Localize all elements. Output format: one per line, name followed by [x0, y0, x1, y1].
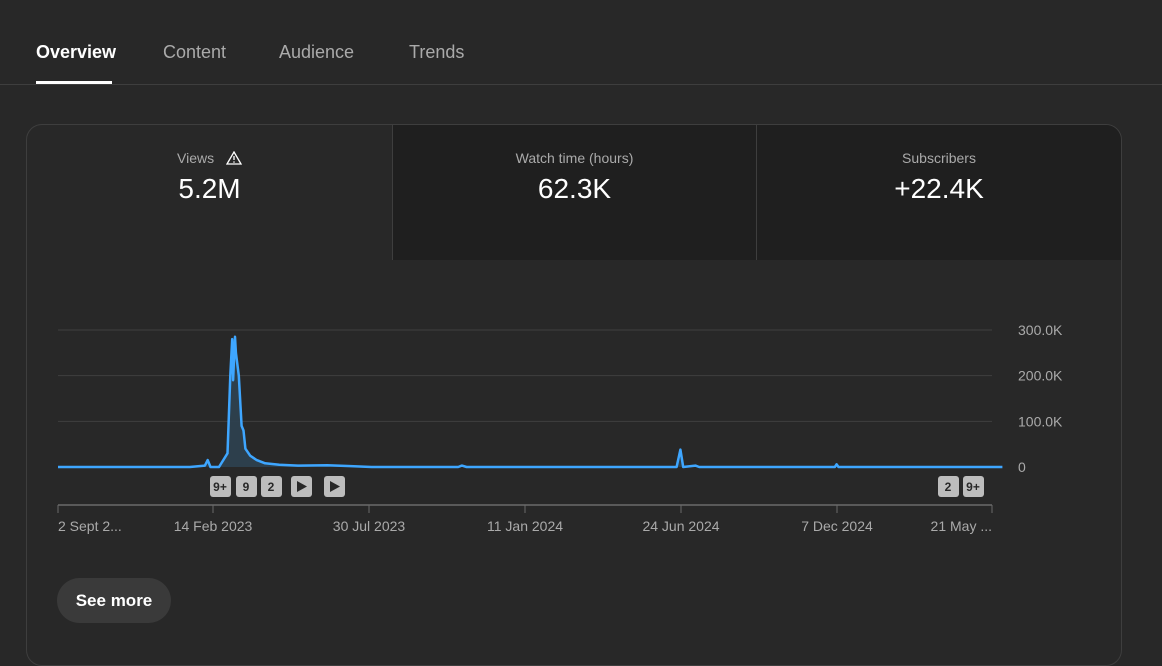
x-tick-label: 24 Jun 2024: [642, 518, 719, 534]
metric-watch-time-label: Watch time (hours): [515, 150, 634, 166]
event-marker-label: 9+: [966, 480, 980, 494]
tab-trends[interactable]: Trends: [409, 42, 465, 62]
event-marker-badge: [938, 476, 959, 497]
series-area: [58, 336, 1003, 467]
overview-card: Views 5.2M Watch time (hours) 62.3K Subs…: [26, 124, 1122, 666]
x-tick-label: 2 Sept 2...: [58, 518, 122, 534]
tab-content[interactable]: Content: [163, 42, 227, 62]
tab-bar: Overview Content Audience Trends: [0, 0, 1162, 85]
views-chart[interactable]: 300.0K 200.0K 100.0K 0 9+ 9 2 2 9+ 2 Sept 2... 14 …: [27, 125, 1121, 565]
play-icon: [330, 481, 340, 492]
event-marker-label: 9+: [213, 480, 227, 494]
x-tick-label: 11 Jan 2024: [487, 518, 563, 534]
warning-icon: [225, 151, 242, 165]
metric-subscribers-label: Subscribers: [902, 150, 976, 166]
event-marker-label: 9: [243, 480, 250, 494]
y-tick-label: 100.0K: [1018, 413, 1063, 429]
see-more-button[interactable]: See more: [57, 578, 171, 623]
x-tick-label: 21 May ...: [931, 518, 992, 534]
metric-watch-time[interactable]: Watch time (hours) 62.3K: [393, 125, 756, 260]
metric-divider: [392, 125, 393, 260]
play-icon: [297, 481, 307, 492]
x-tick-label: 7 Dec 2024: [801, 518, 873, 534]
y-tick-label: 0: [1018, 459, 1026, 475]
metric-views-value: 5.2M: [178, 173, 241, 204]
series-line: [58, 335, 1003, 469]
y-tick-label: 300.0K: [1018, 322, 1063, 338]
metric-subscribers-value: +22.4K: [894, 173, 984, 204]
metric-views-label-row: Views: [27, 150, 392, 166]
x-tick-label: 14 Feb 2023: [174, 518, 253, 534]
event-marker-badge: [963, 476, 984, 497]
event-marker-label: 2: [945, 480, 952, 494]
active-tab-indicator: [36, 81, 112, 84]
x-tick-label: 30 Jul 2023: [333, 518, 406, 534]
event-marker-badge: [210, 476, 231, 497]
metric-watch-time-value: 62.3K: [537, 173, 612, 204]
event-marker-badge: [261, 476, 282, 497]
metric-subscribers[interactable]: Subscribers +22.4K: [757, 125, 1121, 260]
metric-divider: [756, 125, 757, 260]
metric-views-label: Views: [177, 150, 215, 166]
tab-overview[interactable]: Overview: [36, 42, 117, 62]
tab-audience[interactable]: Audience: [279, 42, 355, 62]
event-marker-label: 2: [268, 480, 275, 494]
y-tick-label: 200.0K: [1018, 368, 1063, 384]
metric-views[interactable]: Views 5.2M: [27, 125, 392, 260]
event-marker-badge: [236, 476, 257, 497]
